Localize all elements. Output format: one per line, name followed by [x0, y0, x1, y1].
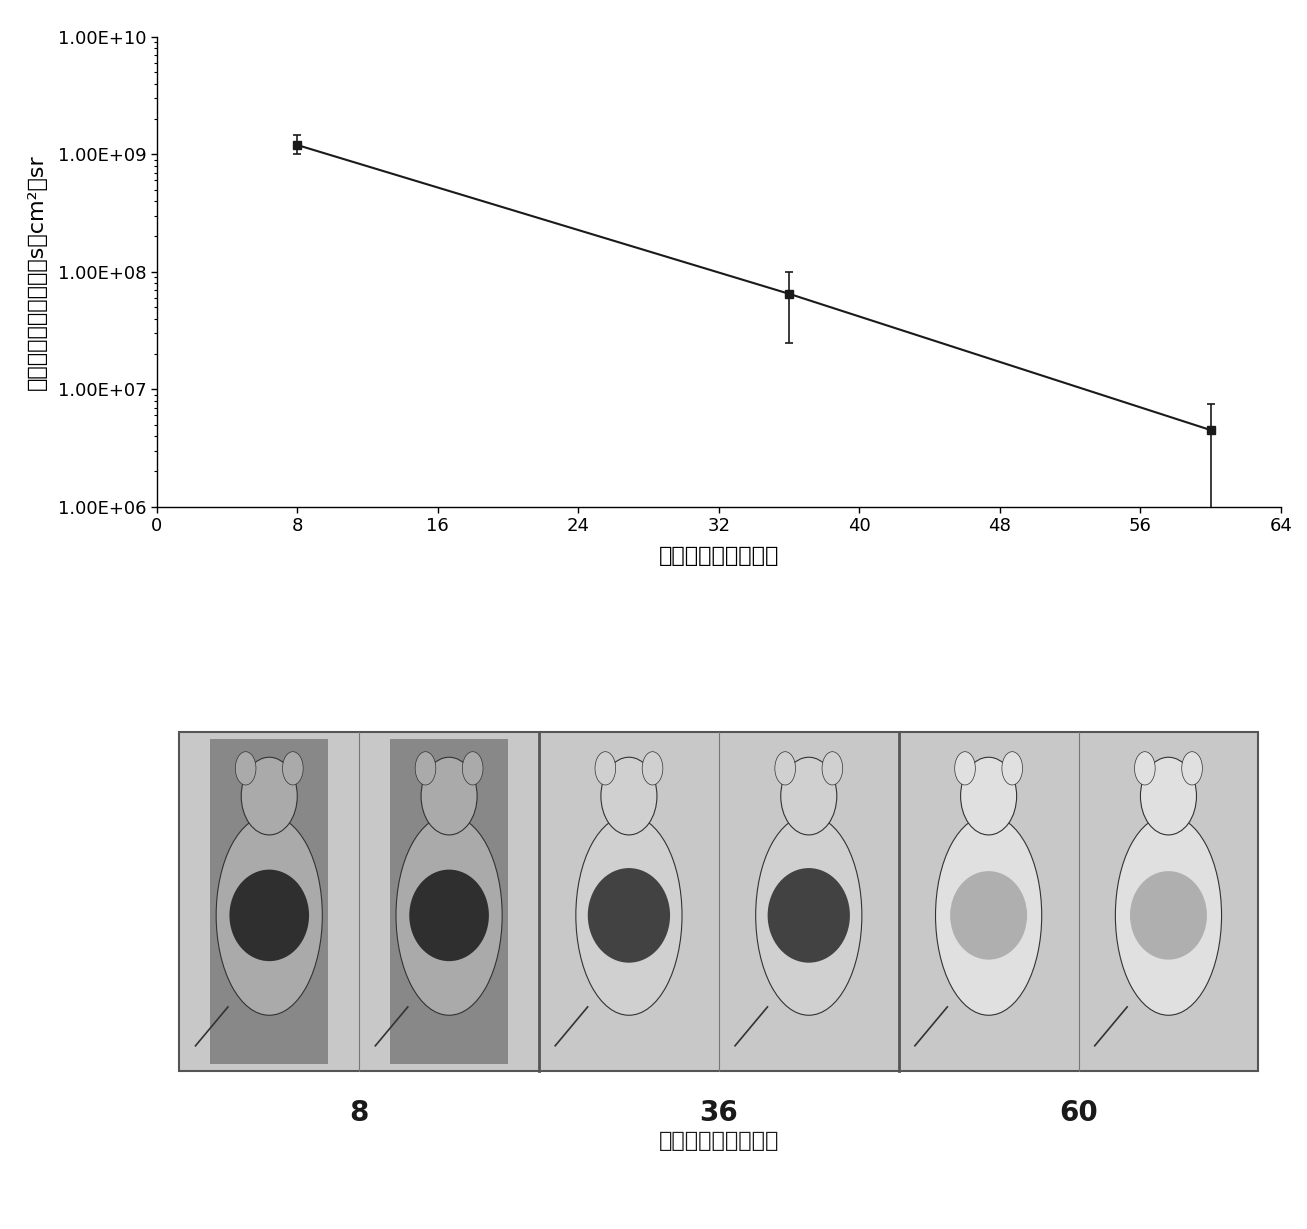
Ellipse shape [463, 752, 484, 785]
Ellipse shape [242, 757, 297, 834]
Text: 36: 36 [699, 1099, 738, 1127]
Bar [210, 739, 328, 1064]
Ellipse shape [1115, 816, 1222, 1015]
Ellipse shape [775, 752, 796, 785]
Bar [179, 732, 1259, 1070]
Ellipse shape [588, 868, 670, 962]
Bar [389, 739, 508, 1064]
Ellipse shape [235, 752, 256, 785]
Ellipse shape [936, 816, 1042, 1015]
Ellipse shape [1141, 757, 1196, 834]
Ellipse shape [780, 757, 836, 834]
Text: 8: 8 [349, 1099, 369, 1127]
Ellipse shape [642, 752, 663, 785]
Y-axis label: 萤火虫荧光素酶活性／s／cm²／sr: 萤火虫荧光素酶活性／s／cm²／sr [26, 154, 47, 390]
Ellipse shape [216, 816, 323, 1015]
Ellipse shape [1134, 752, 1155, 785]
Ellipse shape [1182, 752, 1202, 785]
Ellipse shape [767, 868, 850, 962]
Ellipse shape [282, 752, 303, 785]
Ellipse shape [961, 757, 1017, 834]
Ellipse shape [416, 752, 435, 785]
Ellipse shape [1131, 871, 1206, 960]
Ellipse shape [595, 752, 616, 785]
Ellipse shape [1002, 752, 1022, 785]
Text: 注射后时间（小时）: 注射后时间（小时） [659, 1131, 779, 1150]
Ellipse shape [409, 870, 489, 961]
Ellipse shape [421, 757, 477, 834]
Ellipse shape [601, 757, 657, 834]
Ellipse shape [396, 816, 502, 1015]
Ellipse shape [755, 816, 861, 1015]
Text: 60: 60 [1059, 1099, 1098, 1127]
Ellipse shape [822, 752, 843, 785]
Ellipse shape [954, 752, 975, 785]
Ellipse shape [230, 870, 308, 961]
X-axis label: 注射后时间（小时）: 注射后时间（小时） [659, 547, 779, 567]
Ellipse shape [950, 871, 1027, 960]
Ellipse shape [576, 816, 682, 1015]
